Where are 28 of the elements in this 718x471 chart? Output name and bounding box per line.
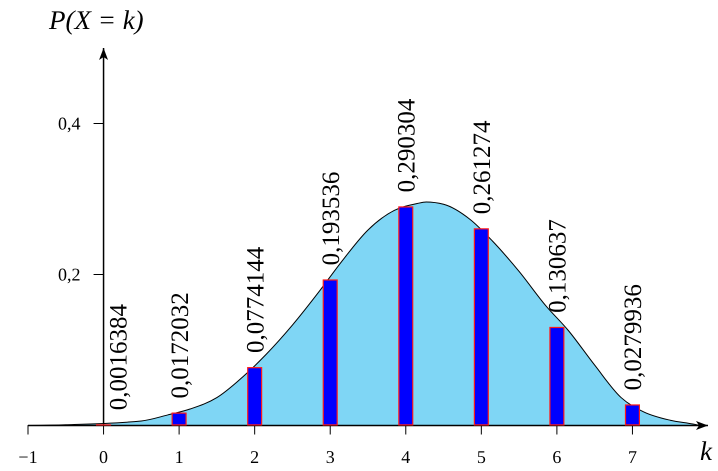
- x-tick-label: 6: [552, 446, 562, 467]
- data-label: 0,0016384: [105, 304, 132, 410]
- data-label: 0,130637: [544, 219, 572, 313]
- x-tick-label: 1: [174, 446, 184, 467]
- bar: [549, 326, 564, 426]
- x-tick-label: 4: [401, 446, 410, 467]
- data-label: 0,0774144: [242, 246, 270, 354]
- y-tick-label: 0,4: [58, 113, 81, 134]
- y-axis-title: P(X = k): [48, 5, 144, 35]
- data-label: 0,0172032: [166, 292, 194, 399]
- data-label: 0,261274: [469, 120, 496, 214]
- data-label: 0,290304: [394, 98, 421, 192]
- bar: [398, 206, 414, 426]
- bar: [624, 404, 640, 426]
- data-label: 0,0279936: [620, 284, 648, 390]
- y-tick-label: 0,2: [58, 264, 81, 284]
- bar: [474, 228, 489, 426]
- x-axis-title: k: [700, 436, 713, 466]
- x-tick-label: −1: [18, 446, 38, 467]
- bar: [322, 279, 338, 426]
- data-label: 0,193536: [318, 172, 345, 266]
- x-tick-label: 3: [326, 446, 335, 467]
- bar: [247, 367, 262, 426]
- bar: [172, 412, 187, 426]
- x-tick-label: 2: [250, 446, 260, 467]
- x-tick-label: 0: [99, 446, 108, 467]
- x-tick-label: 7: [628, 446, 637, 467]
- x-tick-label: 5: [476, 446, 486, 467]
